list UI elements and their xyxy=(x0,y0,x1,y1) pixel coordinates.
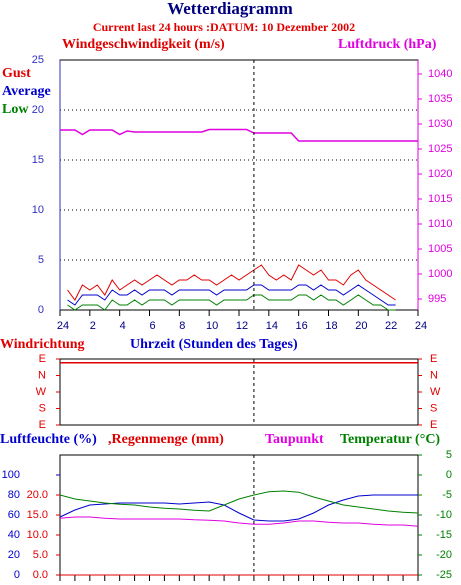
y-tick-label: 1025 xyxy=(428,143,452,155)
y-tick-label: 1035 xyxy=(428,93,452,105)
y-tick-label: 1000 xyxy=(428,268,452,280)
y-tick-label: E xyxy=(430,353,437,365)
x-tick-label: 16 xyxy=(296,320,308,332)
y-tick-label: S xyxy=(39,402,46,414)
y-tick-label: -10 xyxy=(436,509,452,521)
x-tick-label: 2 xyxy=(90,320,96,332)
x-tick-label: 6 xyxy=(149,320,155,332)
x-tick-label: 18 xyxy=(325,320,337,332)
y-tick-label: -5 xyxy=(442,489,452,501)
data-line xyxy=(60,128,418,142)
y-tick-label: 1020 xyxy=(428,168,452,180)
legend-label: Gust xyxy=(2,66,31,81)
y-tick-label: S xyxy=(430,402,437,414)
legend-label: Luftdruck (hPa) xyxy=(338,37,437,52)
x-tick-label: 24 xyxy=(57,320,69,332)
x-tick-label: 20 xyxy=(355,320,367,332)
chart-title: Wetterdiagramm xyxy=(167,0,293,18)
y-tick-label: N xyxy=(430,369,438,381)
y-tick-label: 5 xyxy=(446,449,452,461)
y-tick-label: 10 xyxy=(32,204,44,216)
legend-label: Low xyxy=(2,102,29,117)
y-tick-label: 80 xyxy=(8,489,20,501)
y-tick-label: 40 xyxy=(8,529,20,541)
y-tick-label: 15 xyxy=(32,154,44,166)
y-tick-label: N xyxy=(38,369,46,381)
x-tick-label: 24 xyxy=(415,320,427,332)
chart-subtitle: Current last 24 hours :DATUM: 10 Dezembe… xyxy=(93,20,355,34)
data-line xyxy=(59,490,419,514)
y-tick-label: 0 xyxy=(14,569,20,581)
plot-frame xyxy=(59,358,419,426)
x-tick-label: 22 xyxy=(385,320,397,332)
y-tick-label: 25 xyxy=(32,54,44,66)
y-tick-label: 1040 xyxy=(428,68,452,80)
x-tick-label: 12 xyxy=(236,320,248,332)
legend-label: Luftfeuchte (%) xyxy=(0,432,97,447)
y-tick-label: E xyxy=(39,353,46,365)
y-axis-label: Windgeschwindigkeit (m/s) xyxy=(62,37,225,52)
y-tick-label: E xyxy=(39,419,46,431)
data-line xyxy=(67,264,396,301)
y-tick-label: 995 xyxy=(428,293,446,305)
y-tick-label: 20.0 xyxy=(27,489,48,501)
y-tick-label: 15.0 xyxy=(27,509,48,521)
y-tick-label: 0 xyxy=(38,304,44,316)
y-tick-label: 10.0 xyxy=(27,529,48,541)
y-tick-label: 5 xyxy=(38,254,44,266)
y-tick-label: 0.0 xyxy=(33,569,48,581)
y-tick-label: 1015 xyxy=(428,193,452,205)
y-tick-label: 1010 xyxy=(428,218,452,230)
data-line xyxy=(67,294,396,311)
y-tick-label: 1005 xyxy=(428,243,452,255)
legend-label: Average xyxy=(2,84,51,99)
y-tick-label: W xyxy=(430,386,441,398)
y-tick-label: 60 xyxy=(8,509,20,521)
legend-label: ,Regenmenge (mm) xyxy=(108,432,224,447)
data-line xyxy=(59,494,418,522)
y-tick-label: 1030 xyxy=(428,118,452,130)
x-axis-label: Uhrzeit (Stunden des Tages) xyxy=(130,337,298,352)
x-tick-label: 14 xyxy=(266,320,278,332)
y-tick-label: 100 xyxy=(2,469,20,481)
plot-frame xyxy=(59,454,419,576)
y-tick-label: -15 xyxy=(436,529,452,541)
data-line xyxy=(59,516,419,527)
legend-label: Temperatur (°C) xyxy=(340,432,440,447)
y-tick-label: -25 xyxy=(436,569,452,581)
y-tick-label: 0 xyxy=(446,469,452,481)
y-tick-label: 20 xyxy=(8,549,20,561)
x-tick-label: 8 xyxy=(179,320,185,332)
x-tick-label: 4 xyxy=(120,320,126,332)
x-tick-label: 10 xyxy=(206,320,218,332)
y-tick-label: -20 xyxy=(436,549,452,561)
y-tick-label: W xyxy=(36,386,47,398)
y-tick-label: E xyxy=(430,419,437,431)
y-tick-label: 20 xyxy=(32,104,44,116)
data-line xyxy=(67,284,396,306)
legend-label: Windrichtung xyxy=(0,337,85,352)
legend-label: Taupunkt xyxy=(265,432,324,447)
plot-frame xyxy=(59,59,419,311)
y-tick-label: 5.0 xyxy=(33,549,48,561)
